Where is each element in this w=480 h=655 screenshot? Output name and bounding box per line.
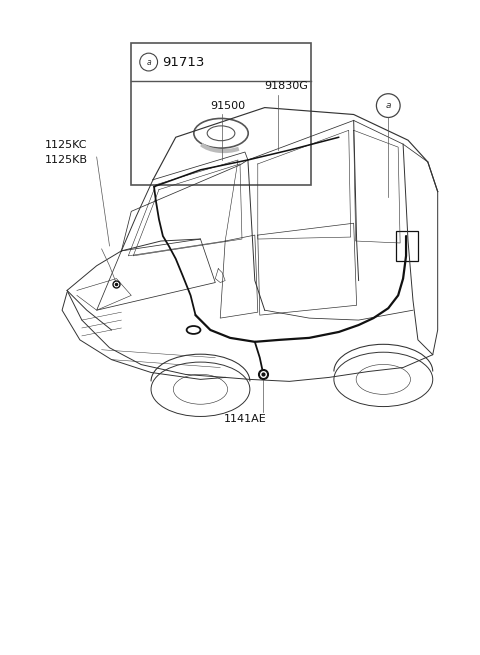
Text: a: a bbox=[146, 58, 151, 67]
Text: 1141AE: 1141AE bbox=[224, 414, 266, 424]
Text: 91500: 91500 bbox=[210, 100, 245, 111]
Text: 1125KB: 1125KB bbox=[45, 155, 88, 165]
Text: 91713: 91713 bbox=[163, 56, 205, 69]
Bar bbox=[131, 43, 311, 185]
Bar bbox=[396, 231, 418, 261]
Text: 91830G: 91830G bbox=[264, 81, 309, 91]
Text: 1125KC: 1125KC bbox=[45, 140, 88, 150]
Text: a: a bbox=[385, 101, 391, 110]
